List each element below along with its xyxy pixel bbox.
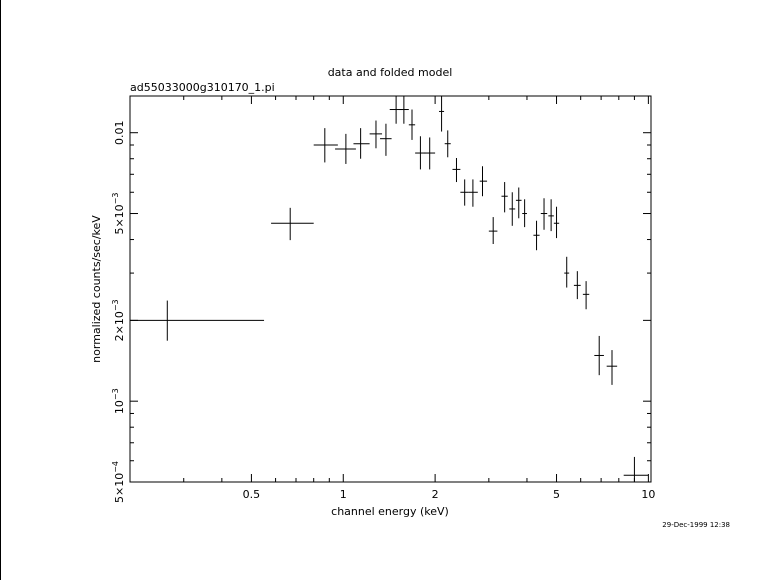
data-point: [540, 198, 548, 230]
data-point: [452, 157, 461, 183]
y-tick-base: 5×10: [113, 473, 126, 503]
timestamp: 29-Dec-1999 12:38: [662, 521, 730, 529]
data-points: [130, 96, 649, 482]
y-tick-exponent: −3: [111, 388, 120, 400]
data-point: [515, 187, 522, 219]
y-tick-label: 0.01: [113, 120, 126, 145]
y-tick-label: 2×10−3: [111, 299, 126, 341]
data-point: [369, 120, 383, 149]
y-minor-ticks: [130, 144, 651, 462]
y-tick-exponent: −4: [111, 461, 120, 473]
data-point: [415, 136, 426, 170]
x-tick-label: 2: [432, 488, 439, 501]
data-point: [488, 217, 498, 244]
chart-subtitle: ad55033000g310170_1.pi: [130, 81, 275, 94]
x-tick-label: 0.5: [243, 488, 261, 501]
y-tick-exponent: −3: [111, 299, 120, 311]
data-point: [573, 271, 581, 300]
data-point: [533, 220, 540, 251]
data-point: [606, 350, 618, 385]
data-point: [424, 137, 436, 170]
data-point: [548, 199, 554, 232]
window-left-border: [0, 0, 1, 580]
x-minor-ticks: [183, 96, 635, 482]
data-point: [444, 130, 451, 158]
data-point: [582, 281, 590, 310]
y-tick-label: 5×10−4: [111, 461, 126, 503]
y-tick-base: 2×10: [113, 311, 126, 341]
data-point: [380, 123, 392, 156]
data-point: [460, 179, 469, 206]
data-point: [479, 166, 488, 197]
data-point: [313, 128, 338, 163]
data-point: [468, 179, 478, 207]
y-tick-exponent: −3: [111, 193, 120, 205]
y-tick-base: 5×10: [113, 204, 126, 234]
data-point: [553, 206, 560, 239]
data-point: [408, 109, 416, 140]
chart-title: data and folded model: [328, 66, 453, 79]
y-tick-label: 10−3: [111, 388, 126, 414]
y-tick-base: 10: [113, 400, 126, 414]
x-tick-label: 10: [641, 488, 655, 501]
x-tick-label: 1: [340, 488, 347, 501]
data-point: [623, 456, 649, 482]
data-point: [353, 128, 370, 159]
x-axis-label: channel energy (keV): [331, 505, 449, 518]
y-tick-base: 0.01: [113, 120, 126, 145]
x-axis-ticks: 0.5 1 2 5 10: [243, 96, 655, 501]
data-point: [130, 300, 265, 341]
plot-frame: [129, 95, 652, 483]
data-point: [439, 96, 445, 132]
data-point: [271, 207, 314, 241]
data-point: [594, 335, 604, 376]
data-point: [522, 199, 527, 228]
y-tick-label: 5×10−3: [111, 193, 126, 235]
data-point: [335, 133, 356, 164]
y-axis-label: normalized counts/sec/keV: [90, 215, 103, 363]
data-point: [509, 192, 516, 226]
x-tick-label: 5: [553, 488, 560, 501]
data-point: [398, 96, 409, 124]
data-point: [564, 256, 570, 288]
data-point: [501, 182, 508, 213]
y-axis-ticks: 5×10−410−32×10−35×10−30.01: [111, 120, 651, 503]
